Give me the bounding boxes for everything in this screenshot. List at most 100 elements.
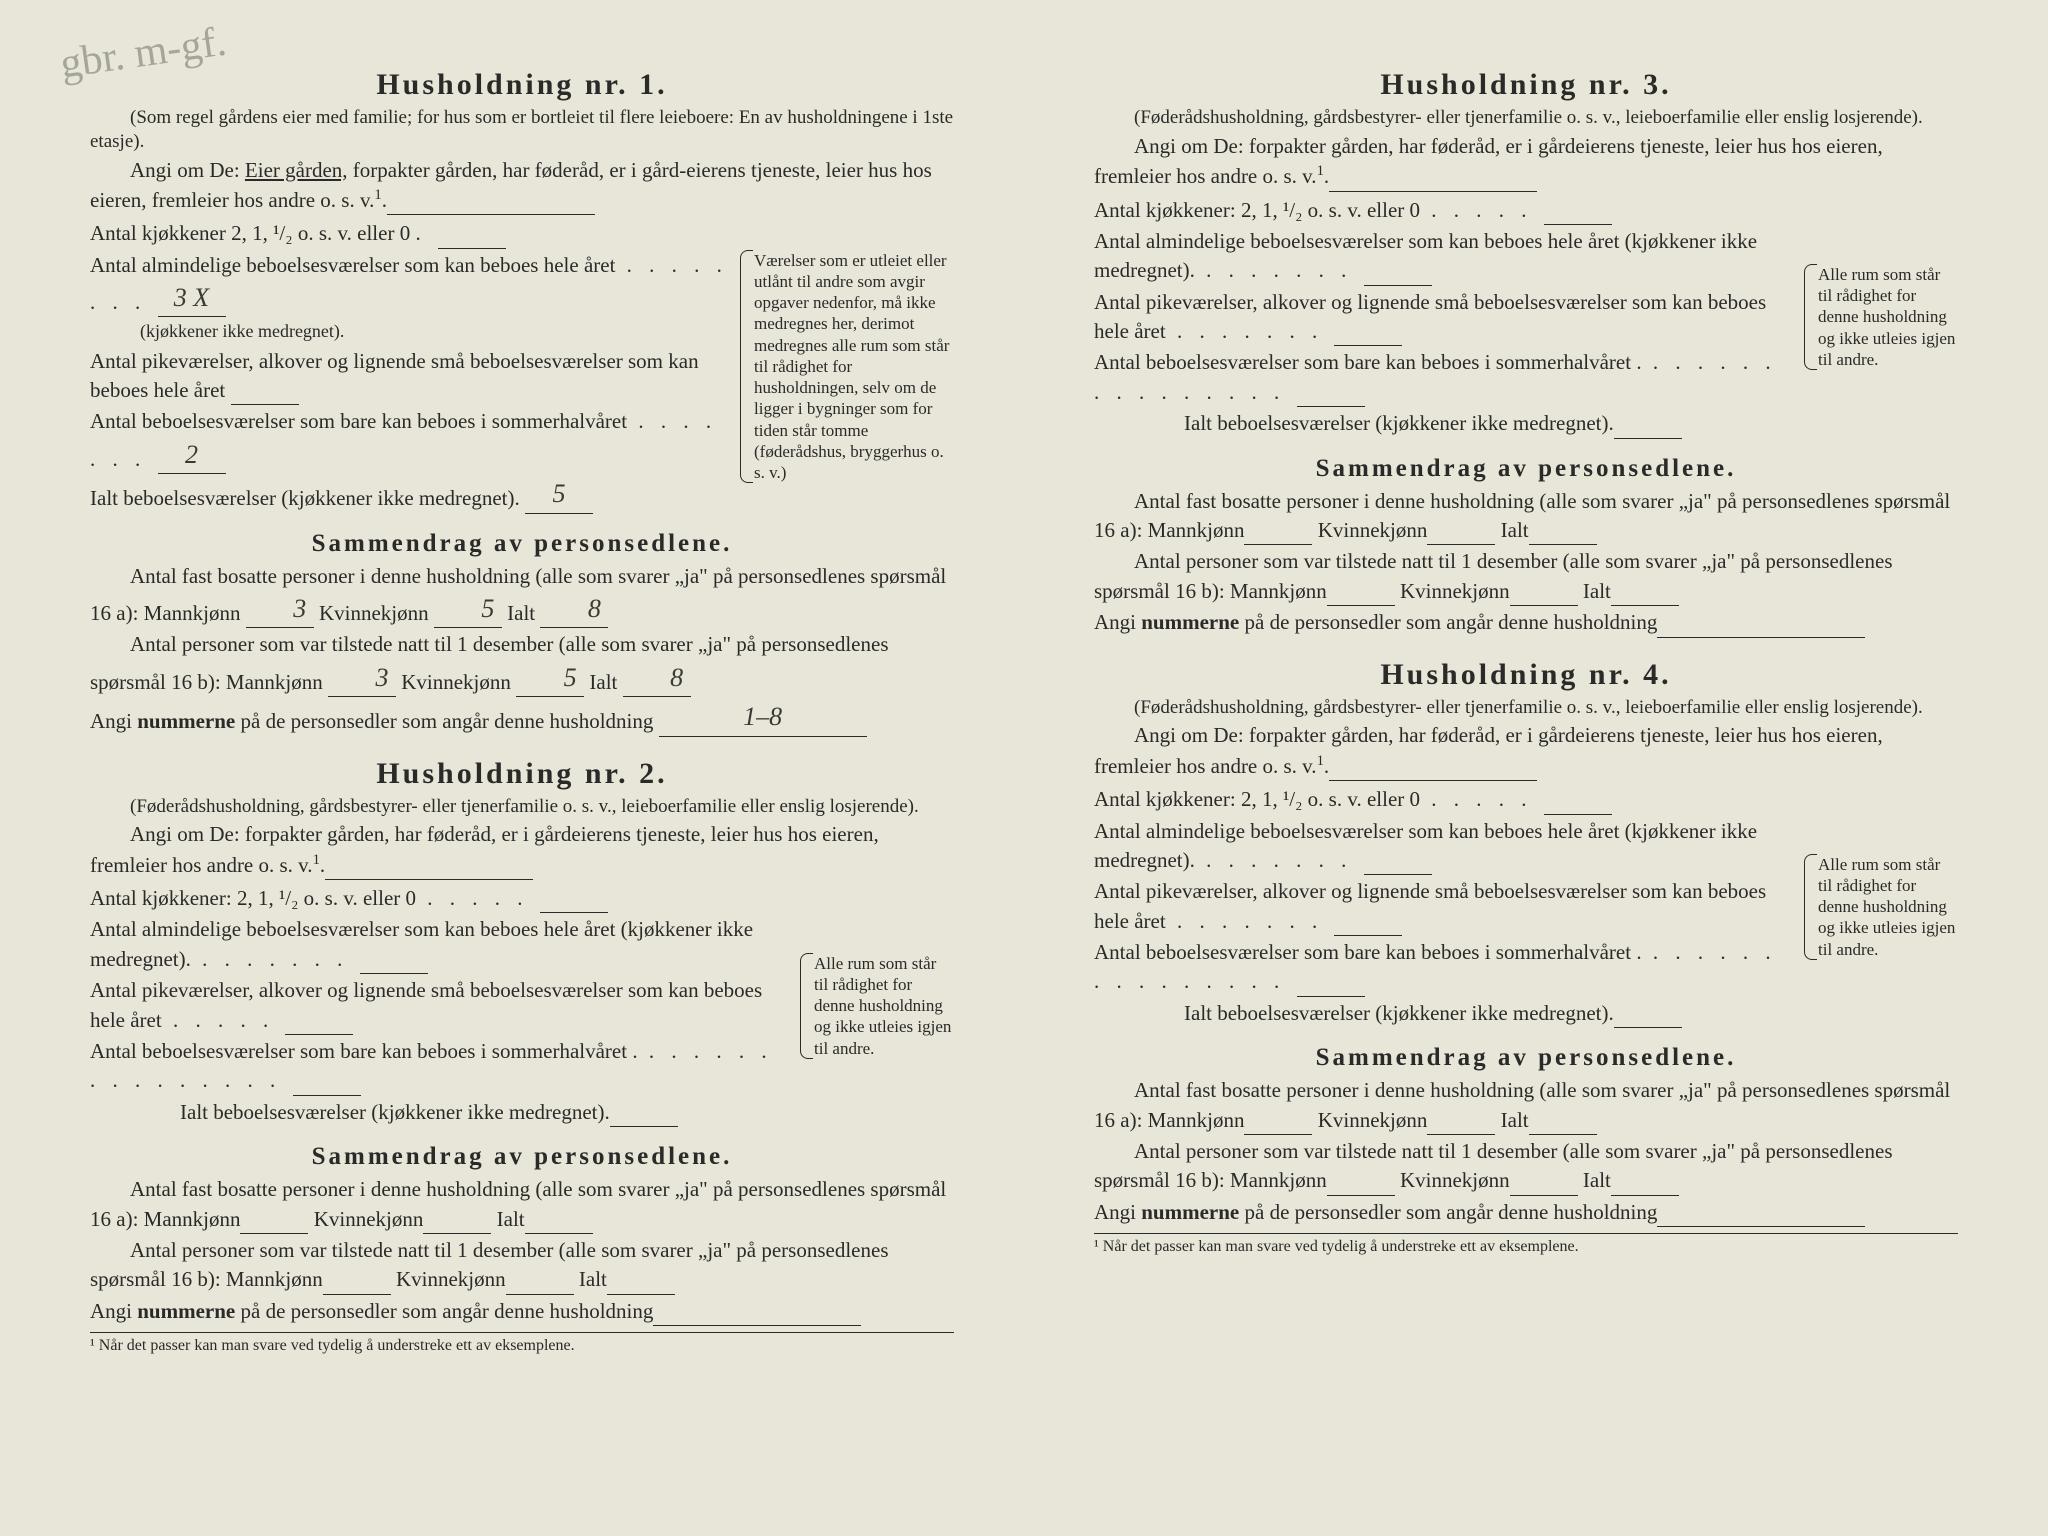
- hh1-summer-fill: 2: [158, 437, 226, 474]
- hh2-16a-i: [525, 1233, 593, 1234]
- household-1: Husholdning nr. 1. (Som regel gårdens ei…: [90, 68, 954, 737]
- hh4-total: Ialt beboelsesværelser (kjøkkener ikke m…: [1094, 999, 1796, 1028]
- hh4-rooms-fill: [1364, 874, 1432, 875]
- hh3-note: (Føderådshusholdning, gårdsbestyrer- ell…: [1094, 106, 1958, 130]
- hh1-16b-i: 8: [623, 660, 691, 697]
- hh3-angi: Angi om De: forpakter gården, har føderå…: [1094, 132, 1958, 192]
- hh4-nummer: Angi nummerne på de personsedler som ang…: [1094, 1198, 1958, 1227]
- hh4-total-fill: [1614, 1027, 1682, 1028]
- hh1-total-fill: 5: [525, 476, 593, 513]
- hh2-16a-m: [240, 1233, 308, 1234]
- hh1-total: Ialt beboelsesværelser (kjøkkener ikke m…: [90, 476, 732, 513]
- hh3-rooms-year: Antal almindelige beboelsesværelser som …: [1094, 227, 1796, 286]
- hh1-rooms-sub: (kjøkkener ikke medregnet).: [90, 319, 732, 344]
- hh2-nummer-fill: [653, 1325, 861, 1326]
- hh3-summer: Antal beboelsesværelser som bare kan beb…: [1094, 348, 1796, 407]
- hh4-16a-i: [1529, 1134, 1597, 1135]
- hh3-title: Husholdning nr. 3.: [1094, 68, 1958, 102]
- hh1-nummer: Angi nummerne på de personsedler som ang…: [90, 699, 954, 736]
- left-page: Husholdning nr. 1. (Som regel gårdens ei…: [0, 0, 1024, 1536]
- hh2-summary-title: Sammendrag av personsedlene.: [90, 1143, 954, 1171]
- hh2-summer: Antal beboelsesværelser som bare kan beb…: [90, 1037, 792, 1096]
- hh4-nummer-fill: [1657, 1226, 1865, 1227]
- hh4-sidebox: Alle rum som står til rådighet for denne…: [1808, 854, 1958, 960]
- hh2-note: (Føderådshusholdning, gårdsbestyrer- ell…: [90, 795, 954, 819]
- hh3-small-fill: [1334, 345, 1402, 346]
- hh1-angi-fill: [387, 214, 595, 215]
- hh4-title: Husholdning nr. 4.: [1094, 658, 1958, 692]
- hh3-rooms-fill: [1364, 285, 1432, 286]
- hh3-smallrooms: Antal pikeværelser, alkover og lignende …: [1094, 288, 1796, 347]
- hh4-s16a: Antal fast bosatte personer i denne hush…: [1094, 1076, 1958, 1135]
- hh2-angi-fill: [325, 879, 533, 880]
- hh2-16b-i: [607, 1294, 675, 1295]
- hh3-s16b: Antal personer som var tilstede natt til…: [1094, 547, 1958, 606]
- hh2-kitchens: Antal kjøkkener: 2, 1, ¹/₂ o. s. v. elle…: [90, 884, 792, 913]
- hh4-angi-fill: [1329, 780, 1537, 781]
- hh3-nummer-fill: [1657, 637, 1865, 638]
- hh2-rooms-year: Antal almindelige beboelsesværelser som …: [90, 915, 792, 974]
- hh1-16b-k: 5: [516, 660, 584, 697]
- hh4-16b-k: [1510, 1195, 1578, 1196]
- hh3-16a-m: [1244, 544, 1312, 545]
- hh1-16a-i: 8: [540, 591, 608, 628]
- hh4-angi: Angi om De: forpakter gården, har føderå…: [1094, 721, 1958, 781]
- hh4-rooms-year: Antal almindelige beboelsesværelser som …: [1094, 817, 1796, 876]
- hh2-title: Husholdning nr. 2.: [90, 757, 954, 791]
- hh3-angi-fill: [1329, 191, 1537, 192]
- hh1-rooms-year: Antal almindelige beboelsesværelser som …: [90, 251, 732, 318]
- hh1-small-fill: [231, 404, 299, 405]
- hh4-summer: Antal beboelsesværelser som bare kan beb…: [1094, 938, 1796, 997]
- hh2-summer-fill: [293, 1095, 361, 1096]
- hh3-16b-m: [1327, 605, 1395, 606]
- hh1-note: (Som regel gårdens eier med familie; for…: [90, 106, 954, 154]
- hh1-kitchens-fill: [438, 248, 506, 249]
- hh1-nummer-fill: 1–8: [659, 699, 867, 736]
- hh4-summer-fill: [1297, 996, 1365, 997]
- hh1-rooms-year-fill: 3 X: [158, 280, 226, 317]
- hh2-s16b: Antal personer som var tilstede natt til…: [90, 1236, 954, 1295]
- hh1-smallrooms: Antal pikeværelser, alkover og lignende …: [90, 347, 732, 406]
- hh4-summary-title: Sammendrag av personsedlene.: [1094, 1044, 1958, 1072]
- hh4-note: (Føderådshusholdning, gårdsbestyrer- ell…: [1094, 696, 1958, 720]
- left-footnote: ¹ Når det passer kan man svare ved tydel…: [90, 1332, 954, 1355]
- hh1-16a-m: 3: [246, 591, 314, 628]
- household-4: Husholdning nr. 4. (Føderådshusholdning,…: [1094, 658, 1958, 1257]
- hh1-16a-k: 5: [434, 591, 502, 628]
- hh1-title: Husholdning nr. 1.: [90, 68, 954, 102]
- hh1-angi-underlined: Eier gården,: [245, 158, 348, 182]
- hh3-summary-title: Sammendrag av personsedlene.: [1094, 455, 1958, 483]
- hh4-smallrooms: Antal pikeværelser, alkover og lignende …: [1094, 877, 1796, 936]
- hh2-total: Ialt beboelsesværelser (kjøkkener ikke m…: [90, 1098, 792, 1127]
- hh2-nummer: Angi nummerne på de personsedler som ang…: [90, 1297, 954, 1326]
- hh2-16b-m: [323, 1294, 391, 1295]
- hh1-kitchens: Antal kjøkkener 2, 1, ¹/₂ o. s. v. eller…: [90, 219, 732, 248]
- hh2-smallrooms: Antal pikeværelser, alkover og lignende …: [90, 976, 792, 1035]
- hh3-16a-k: [1427, 544, 1495, 545]
- hh3-16b-k: [1510, 605, 1578, 606]
- hh3-total: Ialt beboelsesværelser (kjøkkener ikke m…: [1094, 409, 1796, 438]
- hh1-16b-m: 3: [328, 660, 396, 697]
- hh4-small-fill: [1334, 935, 1402, 936]
- hh4-kitchens: Antal kjøkkener: 2, 1, ¹/₂ o. s. v. elle…: [1094, 785, 1796, 814]
- hh4-16b-m: [1327, 1195, 1395, 1196]
- hh3-kitchens-fill: [1544, 224, 1612, 225]
- hh2-sidebox: Alle rum som står til rådighet for denne…: [804, 953, 954, 1059]
- hh1-s16b: Antal personer som var tilstede natt til…: [90, 630, 954, 697]
- right-footnote: ¹ Når det passer kan man svare ved tydel…: [1094, 1233, 1958, 1256]
- hh1-angi-prefix: Angi om De:: [130, 158, 245, 182]
- hh1-summary-title: Sammendrag av personsedlene.: [90, 530, 954, 558]
- hh4-16a-m: [1244, 1134, 1312, 1135]
- hh1-angi: Angi om De: Eier gården, forpakter gårde…: [90, 156, 954, 216]
- household-2: Husholdning nr. 2. (Føderådshusholdning,…: [90, 757, 954, 1356]
- hh1-summer: Antal beboelsesværelser som bare kan beb…: [90, 407, 732, 474]
- hh2-small-fill: [285, 1034, 353, 1035]
- hh1-s16a: Antal fast bosatte personer i denne hush…: [90, 562, 954, 629]
- hh2-angi: Angi om De: forpakter gården, har føderå…: [90, 820, 954, 880]
- hh4-16b-i: [1611, 1195, 1679, 1196]
- right-page: Husholdning nr. 3. (Føderådshusholdning,…: [1024, 0, 2048, 1536]
- hh4-s16b: Antal personer som var tilstede natt til…: [1094, 1137, 1958, 1196]
- hh2-16b-k: [506, 1294, 574, 1295]
- hh3-nummer: Angi nummerne på de personsedler som ang…: [1094, 608, 1958, 637]
- household-3: Husholdning nr. 3. (Føderådshusholdning,…: [1094, 68, 1958, 638]
